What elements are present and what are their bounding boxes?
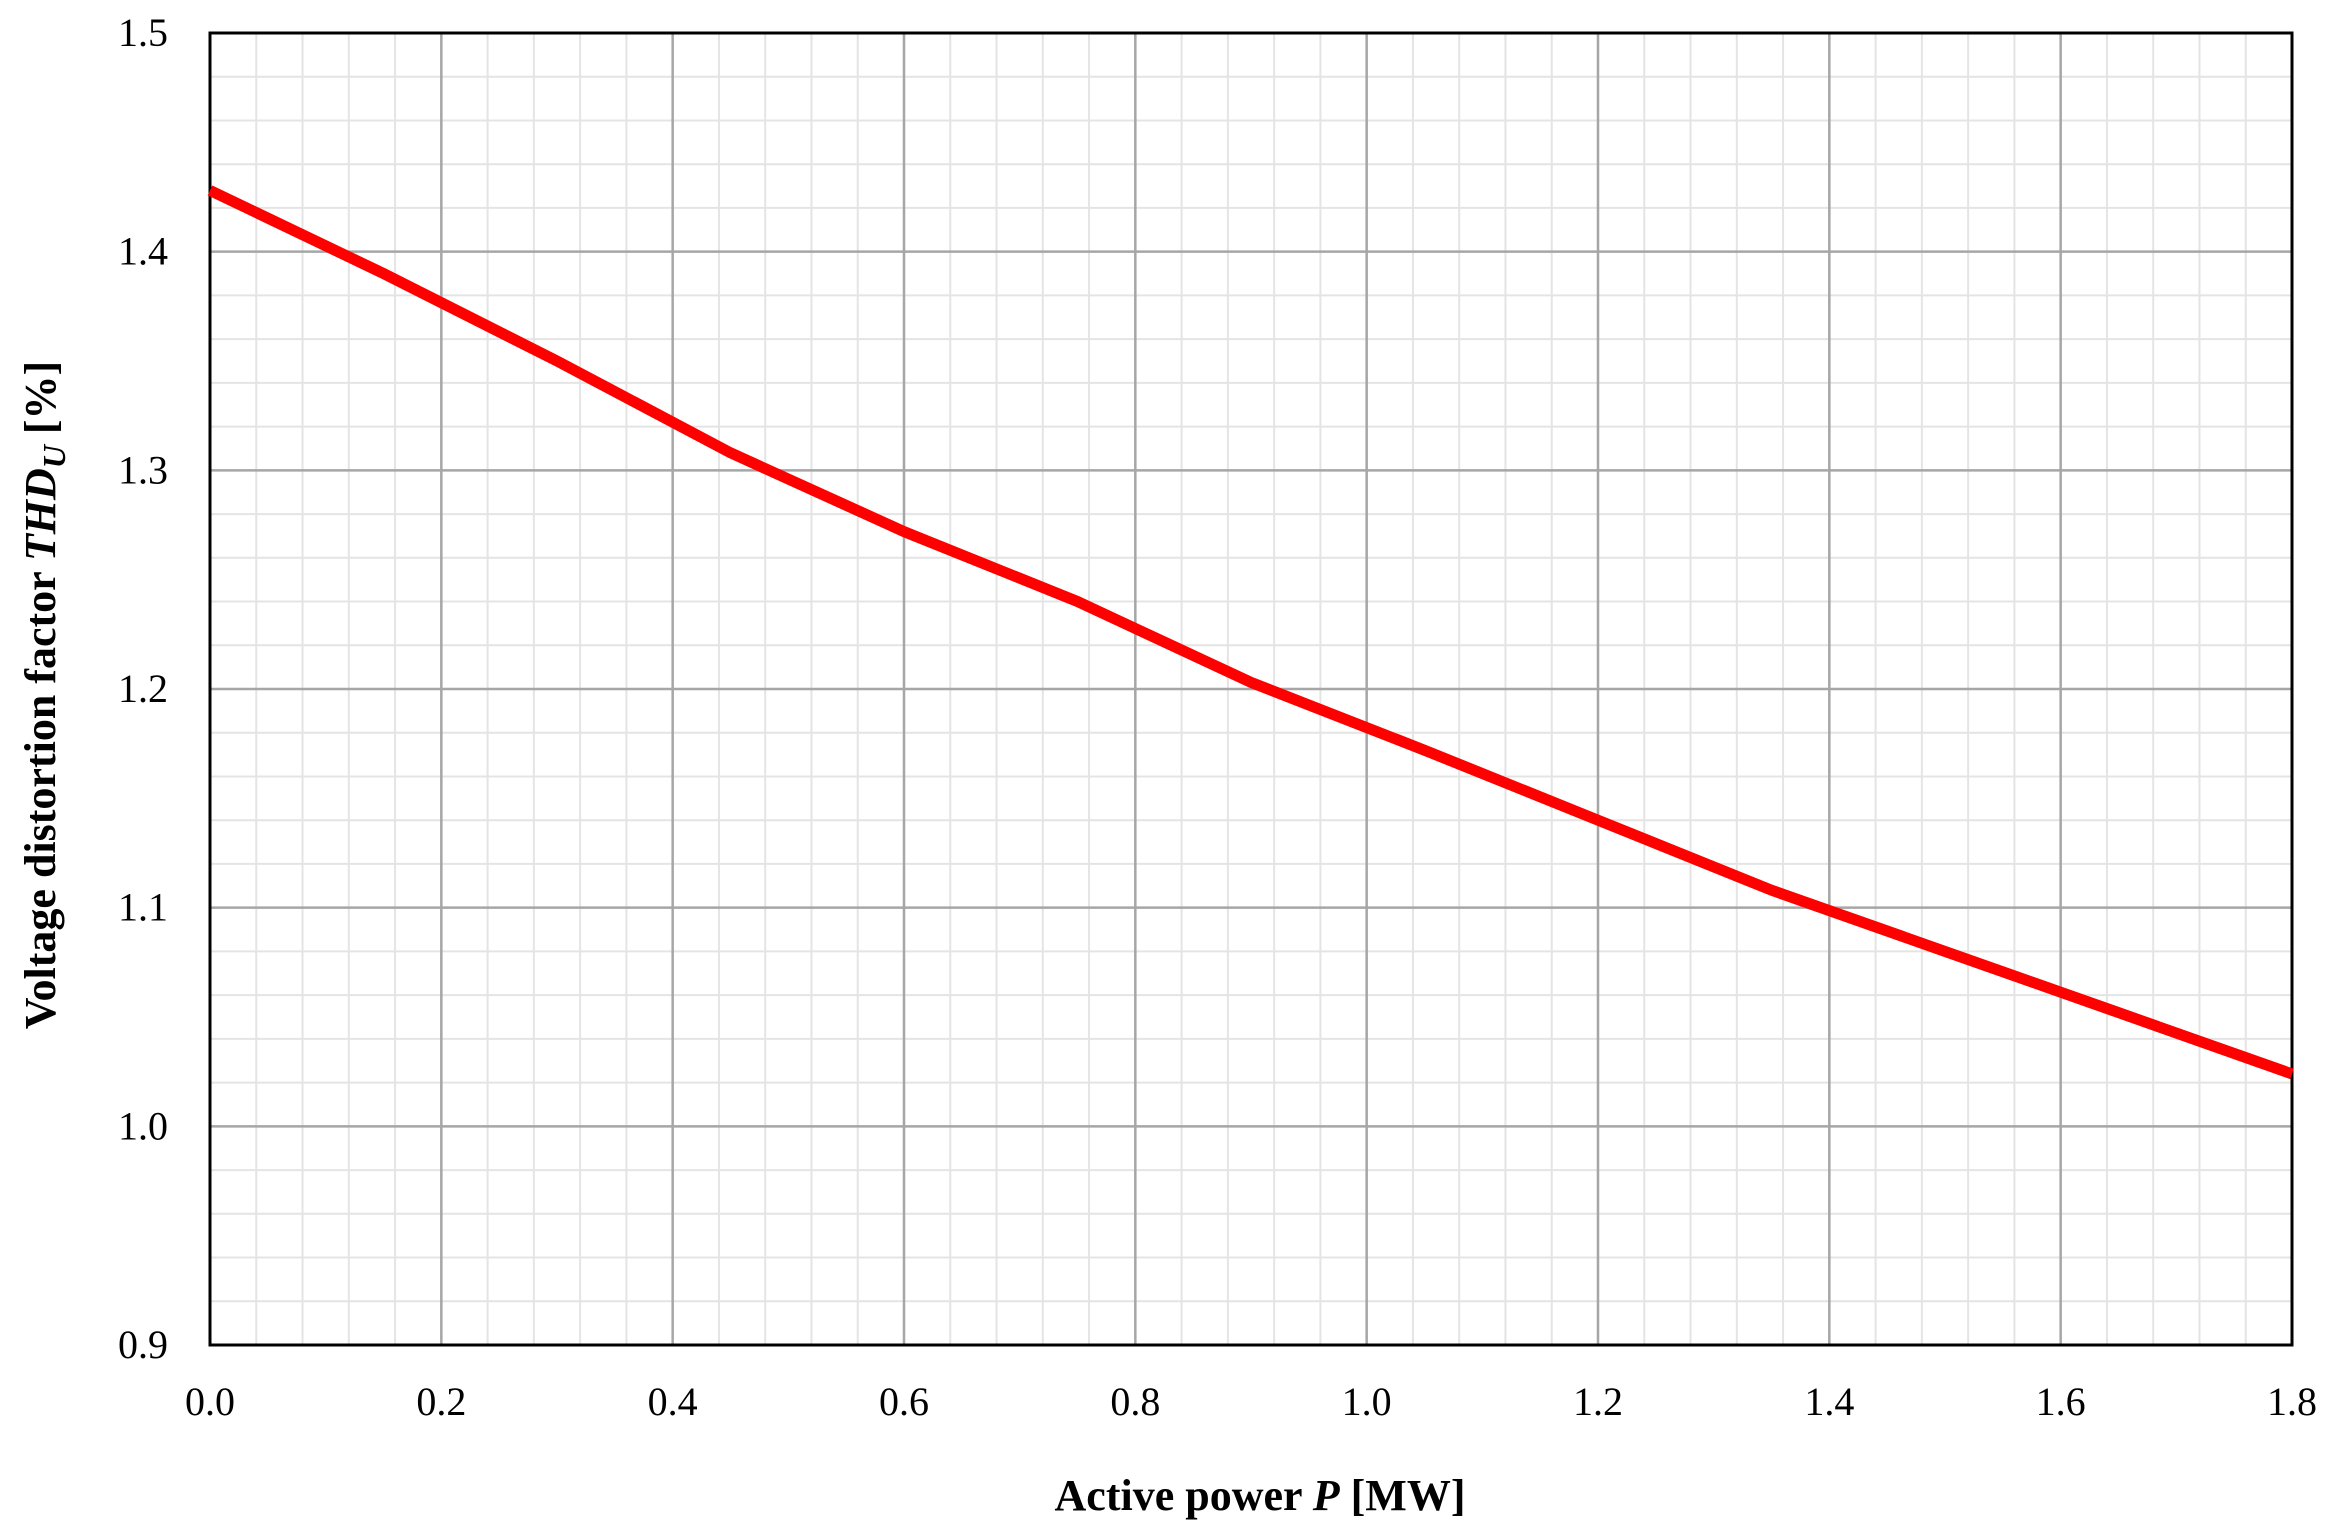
y-tick-label: 1.2	[118, 666, 168, 711]
x-tick-label: 1.2	[1573, 1379, 1623, 1424]
x-tick-labels: 0.0 0.2 0.4 0.6 0.8 1.0 1.2 1.4 1.6 1.8	[185, 1379, 2317, 1424]
series-line	[207, 185, 2294, 1080]
major-grid	[210, 33, 2292, 1345]
y-tick-label: 1.0	[118, 1103, 168, 1148]
x-axis-title: Active power P [MW]	[1055, 1471, 1466, 1520]
y-axis-title: Voltage distortion factor THDU [%]	[16, 361, 72, 1029]
y-tick-label: 0.9	[118, 1322, 168, 1367]
plot-frame	[208, 31, 2294, 1347]
x-tick-label: 0.0	[185, 1379, 235, 1424]
y-tick-label: 1.3	[118, 447, 168, 492]
x-tick-label: 0.4	[648, 1379, 698, 1424]
x-tick-label: 0.6	[879, 1379, 929, 1424]
y-tick-label: 1.1	[118, 885, 168, 930]
x-tick-label: 1.6	[2036, 1379, 2086, 1424]
y-tick-label: 1.4	[118, 229, 168, 274]
x-tick-label: 1.4	[1804, 1379, 1854, 1424]
x-tick-label: 1.0	[1342, 1379, 1392, 1424]
x-tick-label: 0.8	[1110, 1379, 1160, 1424]
x-tick-label: 0.2	[416, 1379, 466, 1424]
series-layer	[207, 185, 2294, 1080]
y-tick-label: 1.5	[118, 10, 168, 55]
y-tick-labels: 0.9 1.0 1.1 1.2 1.3 1.4 1.5	[118, 10, 168, 1367]
x-tick-label: 1.8	[2267, 1379, 2317, 1424]
